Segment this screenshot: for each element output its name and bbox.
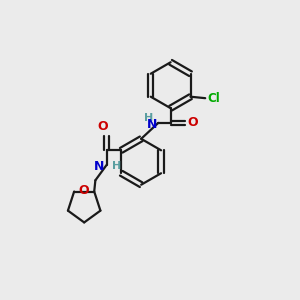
Text: O: O	[188, 116, 198, 129]
Text: N: N	[146, 118, 157, 131]
Text: O: O	[79, 184, 89, 196]
Text: H: H	[144, 112, 153, 123]
Text: O: O	[98, 120, 108, 133]
Text: N: N	[94, 160, 104, 173]
Text: Cl: Cl	[207, 92, 220, 105]
Text: H: H	[112, 161, 121, 172]
